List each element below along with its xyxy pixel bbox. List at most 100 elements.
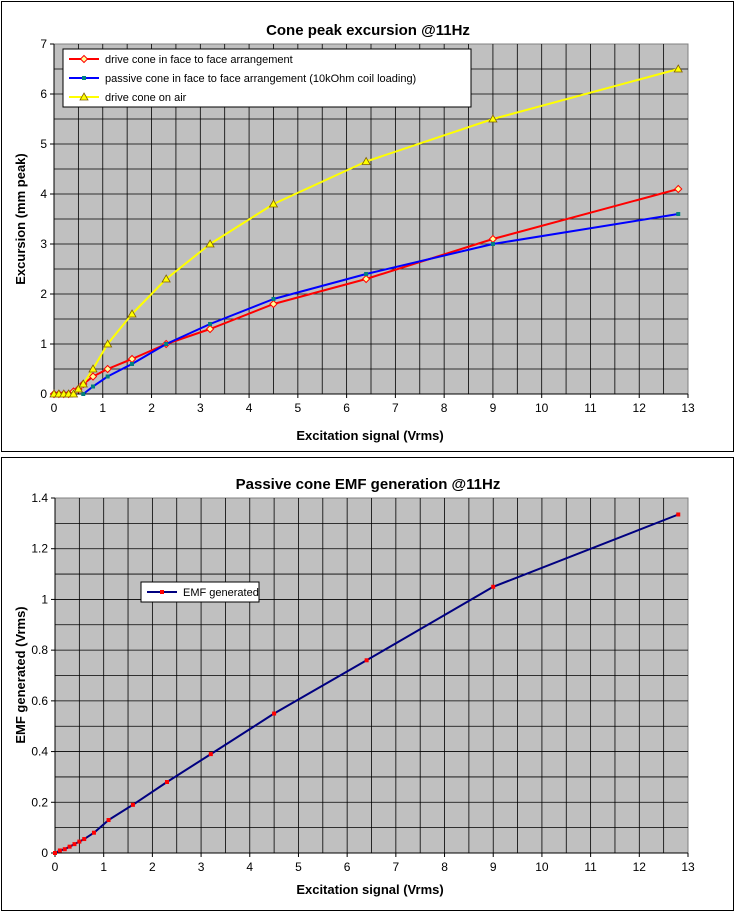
chart1-y-tick-label: 3 [40,237,47,251]
chart1-series-1-point [103,364,112,374]
chart1-series-2-point [208,322,213,326]
chart1-x-tick-label: 0 [51,401,58,415]
chart1-series-3-point [161,274,171,283]
chart2-series-1-point [57,848,62,853]
chart1-series-3-point [361,156,371,165]
chart1-series-3-point [268,199,279,208]
chart2-series-1-point [77,839,82,844]
chart1-title: Cone peak excursion @11Hz [266,22,470,39]
chart2-y-tick-label: 0 [41,846,48,860]
chart1-x-tick-label: 9 [490,401,497,415]
chart2-xlabel: Excitation signal (Vrms) [296,882,443,897]
chart2-x-tick-label: 11 [584,860,597,874]
chart2-series-1-line [54,513,679,854]
chart2-series-1-point [130,802,135,807]
chart1-y-tick-label: 5 [40,137,47,151]
chart2-x-tick-label: 9 [490,860,497,874]
chart1-legend: drive cone in face to face arrangement pa… [62,48,472,108]
chart1-series-2-point [164,342,169,346]
chart2-legend-box [140,581,260,603]
chart1-series-2-point [81,392,86,396]
chart2-plot: 0 1 2 3 4 5 6 7 8 9 10 11 12 1300.20.40.60.811.21.4EM… [31,491,695,874]
chart1-series-2-point [271,297,276,301]
chart1-series-3 [49,64,683,398]
chart1-y-tick-label: 2 [40,287,47,301]
chart2-x-tick-label: 8 [441,860,448,874]
chart2-series-1-point [62,847,67,852]
chart1-x-tick-label: 8 [441,401,448,415]
chart2-x-tick-label: 3 [198,860,205,874]
chart2-series-1-point [676,512,681,517]
chart2-x-tick-label: 12 [633,860,647,874]
chart2-legend-marker-1 [160,590,164,594]
chart2-y-tick-label: 1.4 [31,491,48,505]
chart1-series-2-point [130,362,135,366]
chart1-series-2-point [91,384,96,389]
chart1-legend-marker-1 [79,54,89,64]
chart1-series-3-point [673,64,683,73]
chart2-x-tick-label: 2 [149,860,156,874]
chart1-x-tick-label: 5 [295,401,302,415]
chart2-y-tick-label: 0.8 [31,643,48,657]
chart2-legend-label-1: EMF generated [183,587,259,599]
chart2-x-tick-label: 6 [344,860,351,874]
chart1-series-2-point [676,212,681,216]
chart2-y-tick-label: 1 [41,592,48,606]
chart1-series-1-point [88,372,98,381]
chart1-xlabel: Excitation signal (Vrms) [296,428,443,443]
chart2-series-1-point [272,711,277,716]
chart1-series-2-point [490,242,495,246]
chart2-x-tick-label: 1 [100,860,107,874]
chart2-x-tick-label: 7 [393,860,400,874]
chart2-title: Passive cone EMF generation @11Hz [236,476,501,493]
chart1-legend-item-2: passive cone in face to face arrangement… [69,73,416,85]
chart1-x-tick-label: 12 [633,401,647,415]
chart2-y-tick-label: 0.2 [31,795,48,809]
chart1-series-3-point [68,389,79,398]
chart1-x-tick-label: 7 [392,401,399,415]
chart2-series-1-point [208,752,213,757]
chart1-series-3-point [78,379,88,388]
chart1-series-1-point [269,299,278,309]
chart1-x-tick-label: 10 [535,401,549,415]
chart1-y-tick-label: 4 [40,187,47,201]
chart1-legend-label-2: passive cone in face to face arrangement… [105,73,416,85]
chart1-legend-label-3: drive cone on air [105,92,187,104]
chart1-series-1-point [361,274,371,284]
chart2-series-1-point [491,584,496,589]
chart1-x-tick-label: 11 [584,401,597,415]
chart1-legend-item-3: drive cone on air [69,92,187,104]
chart2-series-1-point [72,842,77,847]
chart1-series-3-point [488,114,498,123]
chart1-y-tick-label: 1 [40,337,47,351]
chart2-x-tick-label: 10 [535,860,549,874]
chart2-series-1-point [67,844,72,849]
chart1-series-1-point [205,324,215,334]
chart1-x-tick-label: 6 [343,401,350,415]
chart1-series-2-line [82,213,679,395]
chart2-y-tick-label: 0.6 [31,694,48,708]
chart2-series-1-point [106,818,111,823]
chart1-series-2-point [364,272,369,276]
chart2-y-tick-label: 0.4 [31,745,48,759]
chart2-ylabel: EMF generated (Vrms) [13,606,28,743]
chart1-legend-item-1: drive cone in face to face arrangement [69,54,293,66]
chart2-series-1-point [82,837,87,842]
chart1-y-tick-label: 0 [40,387,47,401]
chart2-x-tick-label: 13 [681,860,695,874]
chart1-series-2 [81,212,681,396]
chart2-x-tick-label: 4 [246,860,253,874]
chart2-series-1-point [364,658,369,663]
chart2-legend-item-1: EMF generated [147,587,259,599]
chart1-legend-marker-2 [82,76,86,80]
chart2-x-tick-label: 5 [295,860,302,874]
chart1-legend-marker-3 [79,92,89,101]
chart1-series-3-point [102,339,113,348]
chart2-x-tick-label: 0 [52,860,59,874]
chart1-x-tick-label: 4 [246,401,253,415]
chart2-series-1 [53,512,681,855]
chart1-x-tick-label: 2 [148,401,155,415]
chart1-x-tick-label: 1 [99,401,106,415]
